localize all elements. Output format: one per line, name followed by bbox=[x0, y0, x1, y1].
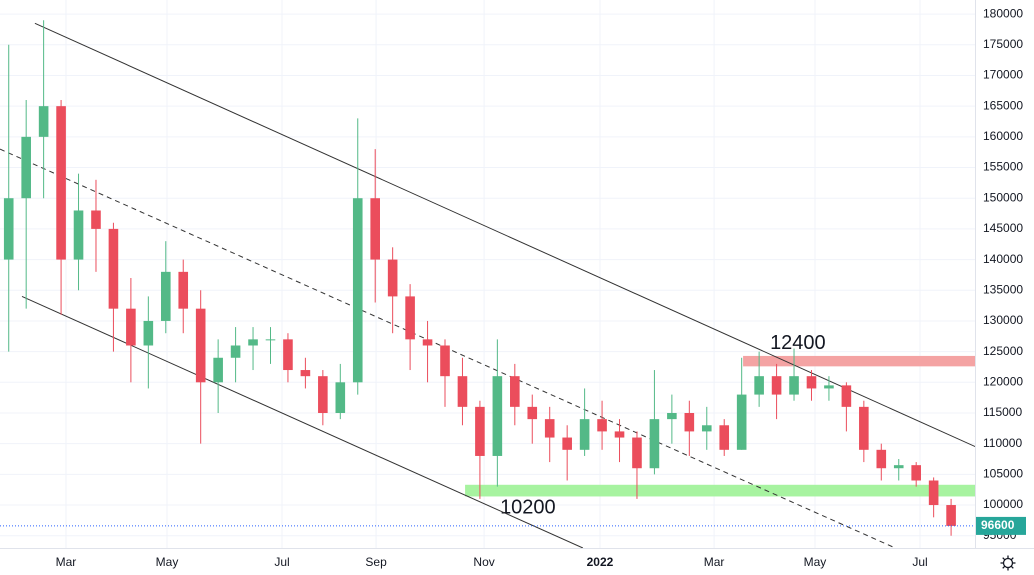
candle-body bbox=[614, 431, 625, 438]
candle-body bbox=[248, 339, 258, 346]
x-tick-label: May bbox=[804, 555, 827, 569]
candle-body bbox=[527, 406, 538, 420]
x-tick-label: May bbox=[156, 555, 179, 569]
candle-body bbox=[283, 339, 293, 371]
candle-body bbox=[352, 198, 363, 383]
candle-body bbox=[440, 345, 450, 377]
candle-body bbox=[38, 106, 49, 137]
candle-body bbox=[771, 376, 782, 395]
candle-body bbox=[160, 271, 171, 321]
x-tick-label: Nov bbox=[473, 555, 494, 569]
candle-body bbox=[195, 308, 206, 383]
candle-body bbox=[719, 425, 730, 450]
y-tick-label: 130000 bbox=[983, 313, 1023, 327]
candle-body bbox=[597, 419, 607, 432]
candle-body bbox=[492, 376, 503, 456]
candle-body bbox=[56, 106, 66, 260]
candle-body bbox=[475, 406, 485, 456]
candle-body bbox=[108, 228, 119, 309]
candle-body bbox=[230, 345, 241, 358]
y-tick-label: 125000 bbox=[983, 344, 1023, 358]
candle-body bbox=[841, 385, 852, 407]
candle-body bbox=[684, 412, 695, 432]
candle-body bbox=[213, 357, 223, 383]
y-tick-label: 100000 bbox=[983, 497, 1023, 511]
x-tick-label: Mar bbox=[704, 555, 725, 569]
candle-body bbox=[859, 406, 869, 450]
zone bbox=[743, 355, 975, 367]
candle-body bbox=[911, 465, 921, 481]
last-price-label: 96600 bbox=[981, 518, 1015, 532]
y-tick-label: 155000 bbox=[983, 160, 1023, 174]
candle-body bbox=[754, 376, 764, 395]
candle-body bbox=[736, 394, 747, 450]
zone-label: 12400 bbox=[770, 332, 826, 354]
candle-body bbox=[335, 382, 346, 413]
y-tick-label: 175000 bbox=[983, 37, 1023, 51]
x-tick-label: Mar bbox=[56, 555, 77, 569]
candle-body bbox=[544, 419, 555, 438]
candle-body bbox=[405, 296, 415, 340]
y-tick-label: 165000 bbox=[983, 98, 1023, 112]
zone-label: 10200 bbox=[500, 497, 556, 519]
candle-body bbox=[789, 376, 799, 395]
y-tick-label: 170000 bbox=[983, 68, 1023, 82]
y-tick-label: 160000 bbox=[983, 129, 1023, 143]
candle-body bbox=[876, 449, 887, 469]
candle-body bbox=[178, 271, 189, 309]
candle-body bbox=[632, 437, 642, 469]
candle-body bbox=[579, 419, 590, 450]
candle-body bbox=[370, 198, 381, 260]
y-tick-label: 115000 bbox=[983, 405, 1022, 419]
settings-icon[interactable] bbox=[1000, 555, 1016, 571]
candle-body bbox=[387, 259, 398, 297]
candle-body bbox=[510, 376, 520, 407]
candle-body bbox=[667, 412, 677, 420]
candle-body bbox=[318, 376, 328, 413]
zone bbox=[465, 484, 975, 497]
candle-body bbox=[562, 437, 572, 450]
x-tick-label: 2022 bbox=[587, 555, 614, 569]
candle-body bbox=[73, 210, 84, 260]
candle-body bbox=[806, 376, 817, 389]
candle-body bbox=[21, 136, 31, 199]
y-tick-label: 150000 bbox=[983, 190, 1023, 204]
trendline bbox=[21, 295, 584, 548]
x-tick-label: Jul bbox=[912, 555, 927, 569]
y-tick-label: 105000 bbox=[983, 467, 1023, 481]
y-tick-label: 135000 bbox=[983, 282, 1023, 296]
candle-body bbox=[893, 465, 904, 469]
candle-body bbox=[649, 419, 660, 469]
plot-area: 12400 10200 bbox=[0, 20, 975, 548]
y-tick-label: 140000 bbox=[983, 252, 1023, 266]
candle-body bbox=[457, 376, 468, 407]
y-tick-label: 180000 bbox=[983, 6, 1023, 20]
y-tick-label: 145000 bbox=[983, 221, 1023, 235]
x-tick-label: Sep bbox=[365, 555, 387, 569]
candle-body bbox=[946, 505, 956, 526]
y-tick-label: 110000 bbox=[983, 436, 1022, 450]
settings-icon-teeth bbox=[1000, 555, 1016, 571]
candle-body bbox=[824, 385, 834, 389]
candle-body bbox=[701, 425, 712, 432]
candle-body bbox=[422, 339, 433, 346]
trendline bbox=[34, 22, 975, 448]
candle-body bbox=[928, 480, 939, 506]
y-tick-label: 120000 bbox=[983, 374, 1023, 388]
last-price-box bbox=[976, 516, 1026, 535]
candle-body bbox=[265, 339, 276, 341]
candle-body bbox=[300, 370, 311, 377]
grid bbox=[0, 0, 975, 548]
settings-icon-ring bbox=[1002, 557, 1014, 569]
axes: 9500010000010500011000011500012000012500… bbox=[56, 6, 1026, 569]
candle-body bbox=[143, 320, 154, 346]
candle-body bbox=[126, 308, 136, 346]
candle-body bbox=[91, 210, 101, 229]
x-tick-label: Jul bbox=[274, 555, 289, 569]
candle-body bbox=[3, 198, 14, 260]
